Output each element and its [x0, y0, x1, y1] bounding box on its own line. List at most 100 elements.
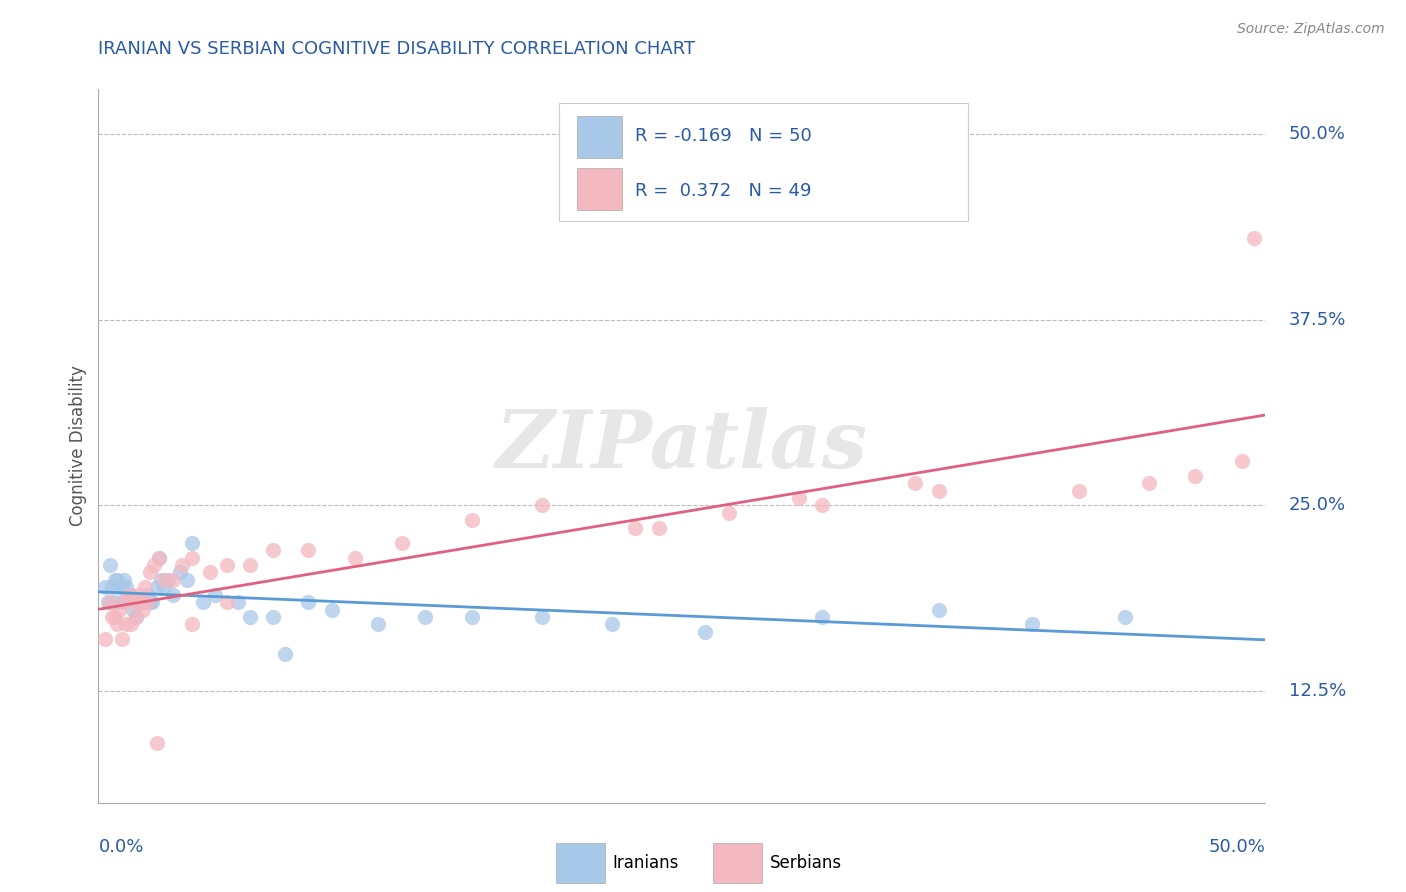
- Point: [148, 550, 170, 565]
- Point: [811, 499, 834, 513]
- Point: [122, 595, 145, 609]
- Point: [148, 550, 170, 565]
- Point: [134, 580, 156, 594]
- Point: [904, 476, 927, 491]
- Point: [530, 610, 553, 624]
- Point: [127, 595, 149, 609]
- Point: [180, 617, 202, 632]
- Point: [530, 499, 553, 513]
- Point: [297, 595, 319, 609]
- Point: [146, 580, 169, 594]
- Point: [98, 558, 121, 572]
- Point: [122, 602, 145, 616]
- Text: 50.0%: 50.0%: [1289, 125, 1346, 143]
- Point: [150, 573, 173, 587]
- Point: [139, 595, 162, 609]
- Point: [647, 521, 669, 535]
- Text: 50.0%: 50.0%: [1209, 838, 1265, 856]
- Point: [157, 573, 180, 587]
- Text: 37.5%: 37.5%: [1289, 310, 1346, 328]
- Point: [180, 550, 202, 565]
- Point: [118, 588, 141, 602]
- Point: [108, 602, 131, 616]
- Point: [1067, 483, 1090, 498]
- Text: 0.0%: 0.0%: [98, 838, 143, 856]
- Text: IRANIAN VS SERBIAN COGNITIVE DISABILITY CORRELATION CHART: IRANIAN VS SERBIAN COGNITIVE DISABILITY …: [98, 40, 696, 58]
- Point: [104, 595, 127, 609]
- Point: [695, 624, 717, 639]
- FancyBboxPatch shape: [713, 844, 762, 883]
- Point: [215, 558, 238, 572]
- Point: [105, 617, 128, 632]
- Point: [274, 647, 297, 661]
- Point: [108, 580, 131, 594]
- Point: [169, 566, 191, 580]
- FancyBboxPatch shape: [555, 844, 605, 883]
- Point: [162, 573, 184, 587]
- Point: [193, 595, 215, 609]
- Point: [413, 610, 436, 624]
- Point: [101, 580, 124, 594]
- FancyBboxPatch shape: [576, 116, 623, 159]
- Point: [391, 535, 413, 549]
- Text: Serbians: Serbians: [769, 855, 842, 872]
- Point: [600, 617, 623, 632]
- Point: [143, 558, 166, 572]
- Text: Iranians: Iranians: [612, 855, 678, 872]
- Point: [112, 595, 135, 609]
- Point: [928, 483, 950, 498]
- Point: [111, 632, 134, 647]
- Text: 25.0%: 25.0%: [1289, 497, 1346, 515]
- Point: [1184, 468, 1206, 483]
- Point: [811, 610, 834, 624]
- Point: [104, 610, 127, 624]
- Point: [180, 535, 202, 549]
- Point: [297, 543, 319, 558]
- Point: [228, 595, 250, 609]
- Point: [1114, 610, 1136, 624]
- Text: R =  0.372   N = 49: R = 0.372 N = 49: [636, 182, 811, 200]
- Text: R = -0.169   N = 50: R = -0.169 N = 50: [636, 127, 813, 145]
- Point: [112, 573, 135, 587]
- Point: [129, 595, 152, 609]
- Point: [136, 588, 159, 602]
- Point: [204, 588, 226, 602]
- Point: [118, 588, 141, 602]
- Point: [787, 491, 810, 505]
- Point: [239, 610, 262, 624]
- Point: [104, 573, 127, 587]
- Point: [132, 602, 155, 616]
- Point: [136, 595, 159, 609]
- FancyBboxPatch shape: [560, 103, 967, 221]
- Point: [120, 617, 142, 632]
- Y-axis label: Cognitive Disability: Cognitive Disability: [69, 366, 87, 526]
- Text: 12.5%: 12.5%: [1289, 682, 1346, 700]
- Point: [115, 617, 138, 632]
- Point: [239, 558, 262, 572]
- Point: [105, 573, 128, 587]
- Point: [127, 588, 149, 602]
- Point: [162, 588, 184, 602]
- Point: [172, 558, 194, 572]
- FancyBboxPatch shape: [576, 168, 623, 210]
- Point: [344, 550, 367, 565]
- Point: [146, 736, 169, 750]
- Point: [1230, 454, 1253, 468]
- Point: [717, 506, 740, 520]
- Text: ZIPatlas: ZIPatlas: [496, 408, 868, 484]
- Point: [125, 610, 148, 624]
- Point: [262, 610, 284, 624]
- Point: [141, 595, 163, 609]
- Point: [176, 573, 198, 587]
- Point: [97, 595, 120, 609]
- Point: [461, 513, 484, 527]
- Point: [134, 595, 156, 609]
- Point: [152, 573, 174, 587]
- Point: [132, 595, 155, 609]
- Point: [115, 580, 138, 594]
- Point: [215, 595, 238, 609]
- Point: [94, 632, 117, 647]
- Point: [139, 566, 162, 580]
- Point: [321, 602, 343, 616]
- Point: [111, 595, 134, 609]
